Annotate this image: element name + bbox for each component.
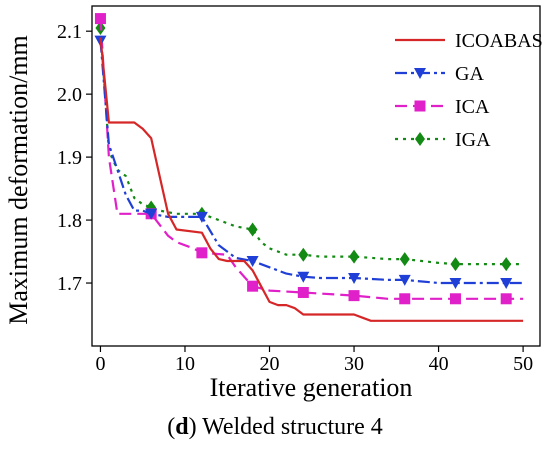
x-tick-label: 40 <box>429 353 449 375</box>
series-line-icoabas <box>99 37 524 322</box>
plot-frame <box>91 5 541 347</box>
series-marker-ica <box>94 13 106 25</box>
caption-open: ( <box>167 414 176 440</box>
series-marker-iga <box>450 257 461 272</box>
series-marker-ica <box>348 290 360 302</box>
caption-letter: d <box>175 414 189 440</box>
axes: 0 10 20 30 40 50 1.7 1.8 1.9 2.0 2.1 <box>57 5 541 375</box>
series-marker-ga <box>297 271 310 283</box>
series-line-ica <box>99 18 524 300</box>
series-marker-ga <box>246 256 259 267</box>
series-marker-iga <box>399 252 410 267</box>
series-marker-ga <box>195 211 208 223</box>
series-marker-ga <box>398 274 411 286</box>
series-marker-ica <box>196 247 208 259</box>
x-tick-label: 20 <box>260 353 280 375</box>
series-marker-ica <box>449 293 461 305</box>
caption-text: ) Welded structure 4 <box>188 414 383 440</box>
series-marker-ica <box>247 280 259 292</box>
figure-caption: (d) Welded structure 4 <box>0 414 550 441</box>
y-tick-label: 2.1 <box>57 21 82 43</box>
y-tick-label: 1.9 <box>57 147 82 169</box>
legend: ICOABAS GA ICA IGA <box>395 30 543 151</box>
x-tick-label: 0 <box>95 353 105 375</box>
legend-label-ica: ICA <box>455 96 490 118</box>
series-marker-ga <box>500 278 513 290</box>
series-marker-ica <box>399 293 411 305</box>
y-tick-label: 2.0 <box>57 84 82 106</box>
legend-marker-ica <box>414 100 426 112</box>
series-marker-iga <box>501 257 512 272</box>
legend-label-icoabas: ICOABAS <box>455 30 543 52</box>
x-tick-label: 30 <box>344 353 364 375</box>
convergence-chart: 0 10 20 30 40 501.71.81.92.02.1 ICOABASGAICAI… <box>4 5 543 402</box>
x-axis-label: Iterative generation <box>210 373 413 402</box>
y-tick-label: 1.7 <box>57 273 82 295</box>
series-marker-ga <box>449 278 462 290</box>
legend-label-ga: GA <box>455 63 484 85</box>
series-marker-iga <box>349 249 360 264</box>
series-marker-ga <box>145 208 158 220</box>
x-tick-label: 10 <box>175 353 195 375</box>
series-marker-iga <box>298 247 309 262</box>
legend-marker-ga <box>414 68 426 79</box>
x-tick-label: 50 <box>513 353 533 375</box>
series-marker-ica <box>297 286 309 298</box>
series-marker-iga <box>247 222 258 237</box>
y-tick-label: 1.8 <box>57 210 82 232</box>
y-axis-label: Maximum deformation/mm <box>4 35 33 325</box>
series-line-ga <box>99 40 524 285</box>
legend-marker-iga <box>415 132 425 146</box>
series-marker-ica <box>500 293 512 305</box>
series-marker-ga <box>348 273 361 284</box>
legend-label-iga: IGA <box>455 129 491 151</box>
plot-area <box>94 13 524 322</box>
